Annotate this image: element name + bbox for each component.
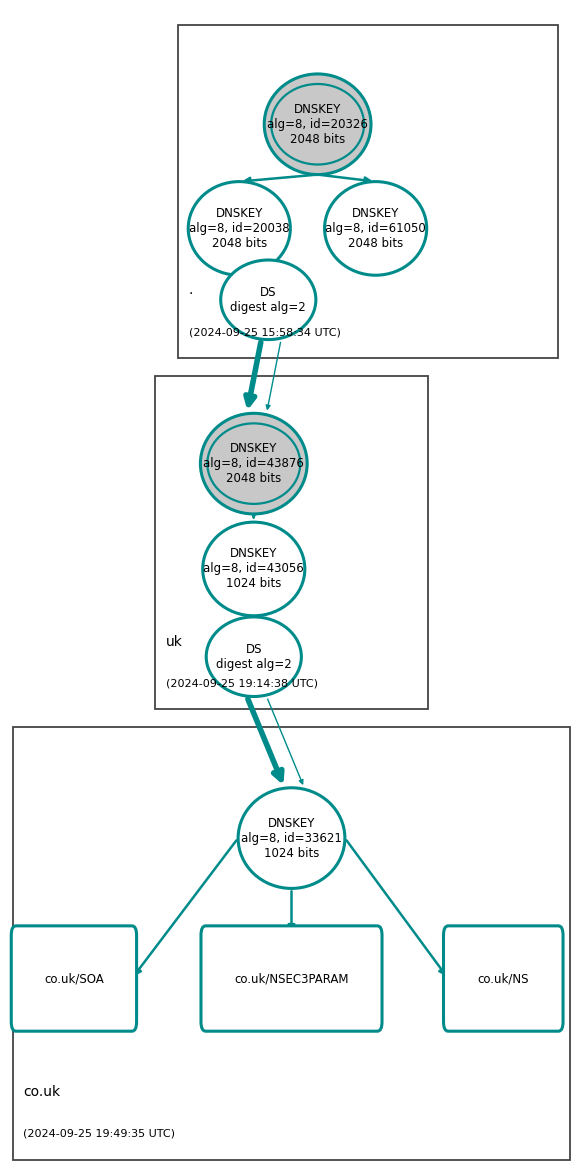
Ellipse shape [206,617,301,697]
Text: DNSKEY
alg=8, id=43876
2048 bits: DNSKEY alg=8, id=43876 2048 bits [203,442,304,486]
Ellipse shape [203,522,305,616]
Text: co.uk/NS: co.uk/NS [477,972,529,985]
Ellipse shape [271,84,364,164]
Text: DS
digest alg=2: DS digest alg=2 [216,643,292,671]
Ellipse shape [238,788,345,888]
Text: DNSKEY
alg=8, id=61050
2048 bits: DNSKEY alg=8, id=61050 2048 bits [325,206,426,250]
FancyBboxPatch shape [178,25,559,358]
FancyBboxPatch shape [155,375,428,710]
Text: co.uk/SOA: co.uk/SOA [44,972,104,985]
Ellipse shape [221,260,316,339]
FancyBboxPatch shape [444,925,563,1031]
Ellipse shape [325,182,427,276]
FancyBboxPatch shape [13,727,570,1160]
Text: DNSKEY
alg=8, id=20326
2048 bits: DNSKEY alg=8, id=20326 2048 bits [267,103,368,145]
Text: DNSKEY
alg=8, id=43056
1024 bits: DNSKEY alg=8, id=43056 1024 bits [203,548,304,590]
Text: DS
digest alg=2: DS digest alg=2 [230,286,306,314]
Text: .: . [189,284,193,298]
Text: uk: uk [166,635,182,649]
FancyBboxPatch shape [201,925,382,1031]
Ellipse shape [208,423,300,504]
Ellipse shape [201,413,307,514]
Ellipse shape [264,74,371,175]
Ellipse shape [188,182,290,276]
Text: DNSKEY
alg=8, id=20038
2048 bits: DNSKEY alg=8, id=20038 2048 bits [189,206,290,250]
Text: (2024-09-25 15:58:34 UTC): (2024-09-25 15:58:34 UTC) [189,327,340,338]
Text: co.uk/NSEC3PARAM: co.uk/NSEC3PARAM [234,972,349,985]
Text: (2024-09-25 19:14:38 UTC): (2024-09-25 19:14:38 UTC) [166,678,318,689]
Text: DNSKEY
alg=8, id=33621
1024 bits: DNSKEY alg=8, id=33621 1024 bits [241,816,342,860]
Text: (2024-09-25 19:49:35 UTC): (2024-09-25 19:49:35 UTC) [23,1128,175,1139]
FancyBboxPatch shape [11,925,136,1031]
Text: co.uk: co.uk [23,1085,61,1099]
